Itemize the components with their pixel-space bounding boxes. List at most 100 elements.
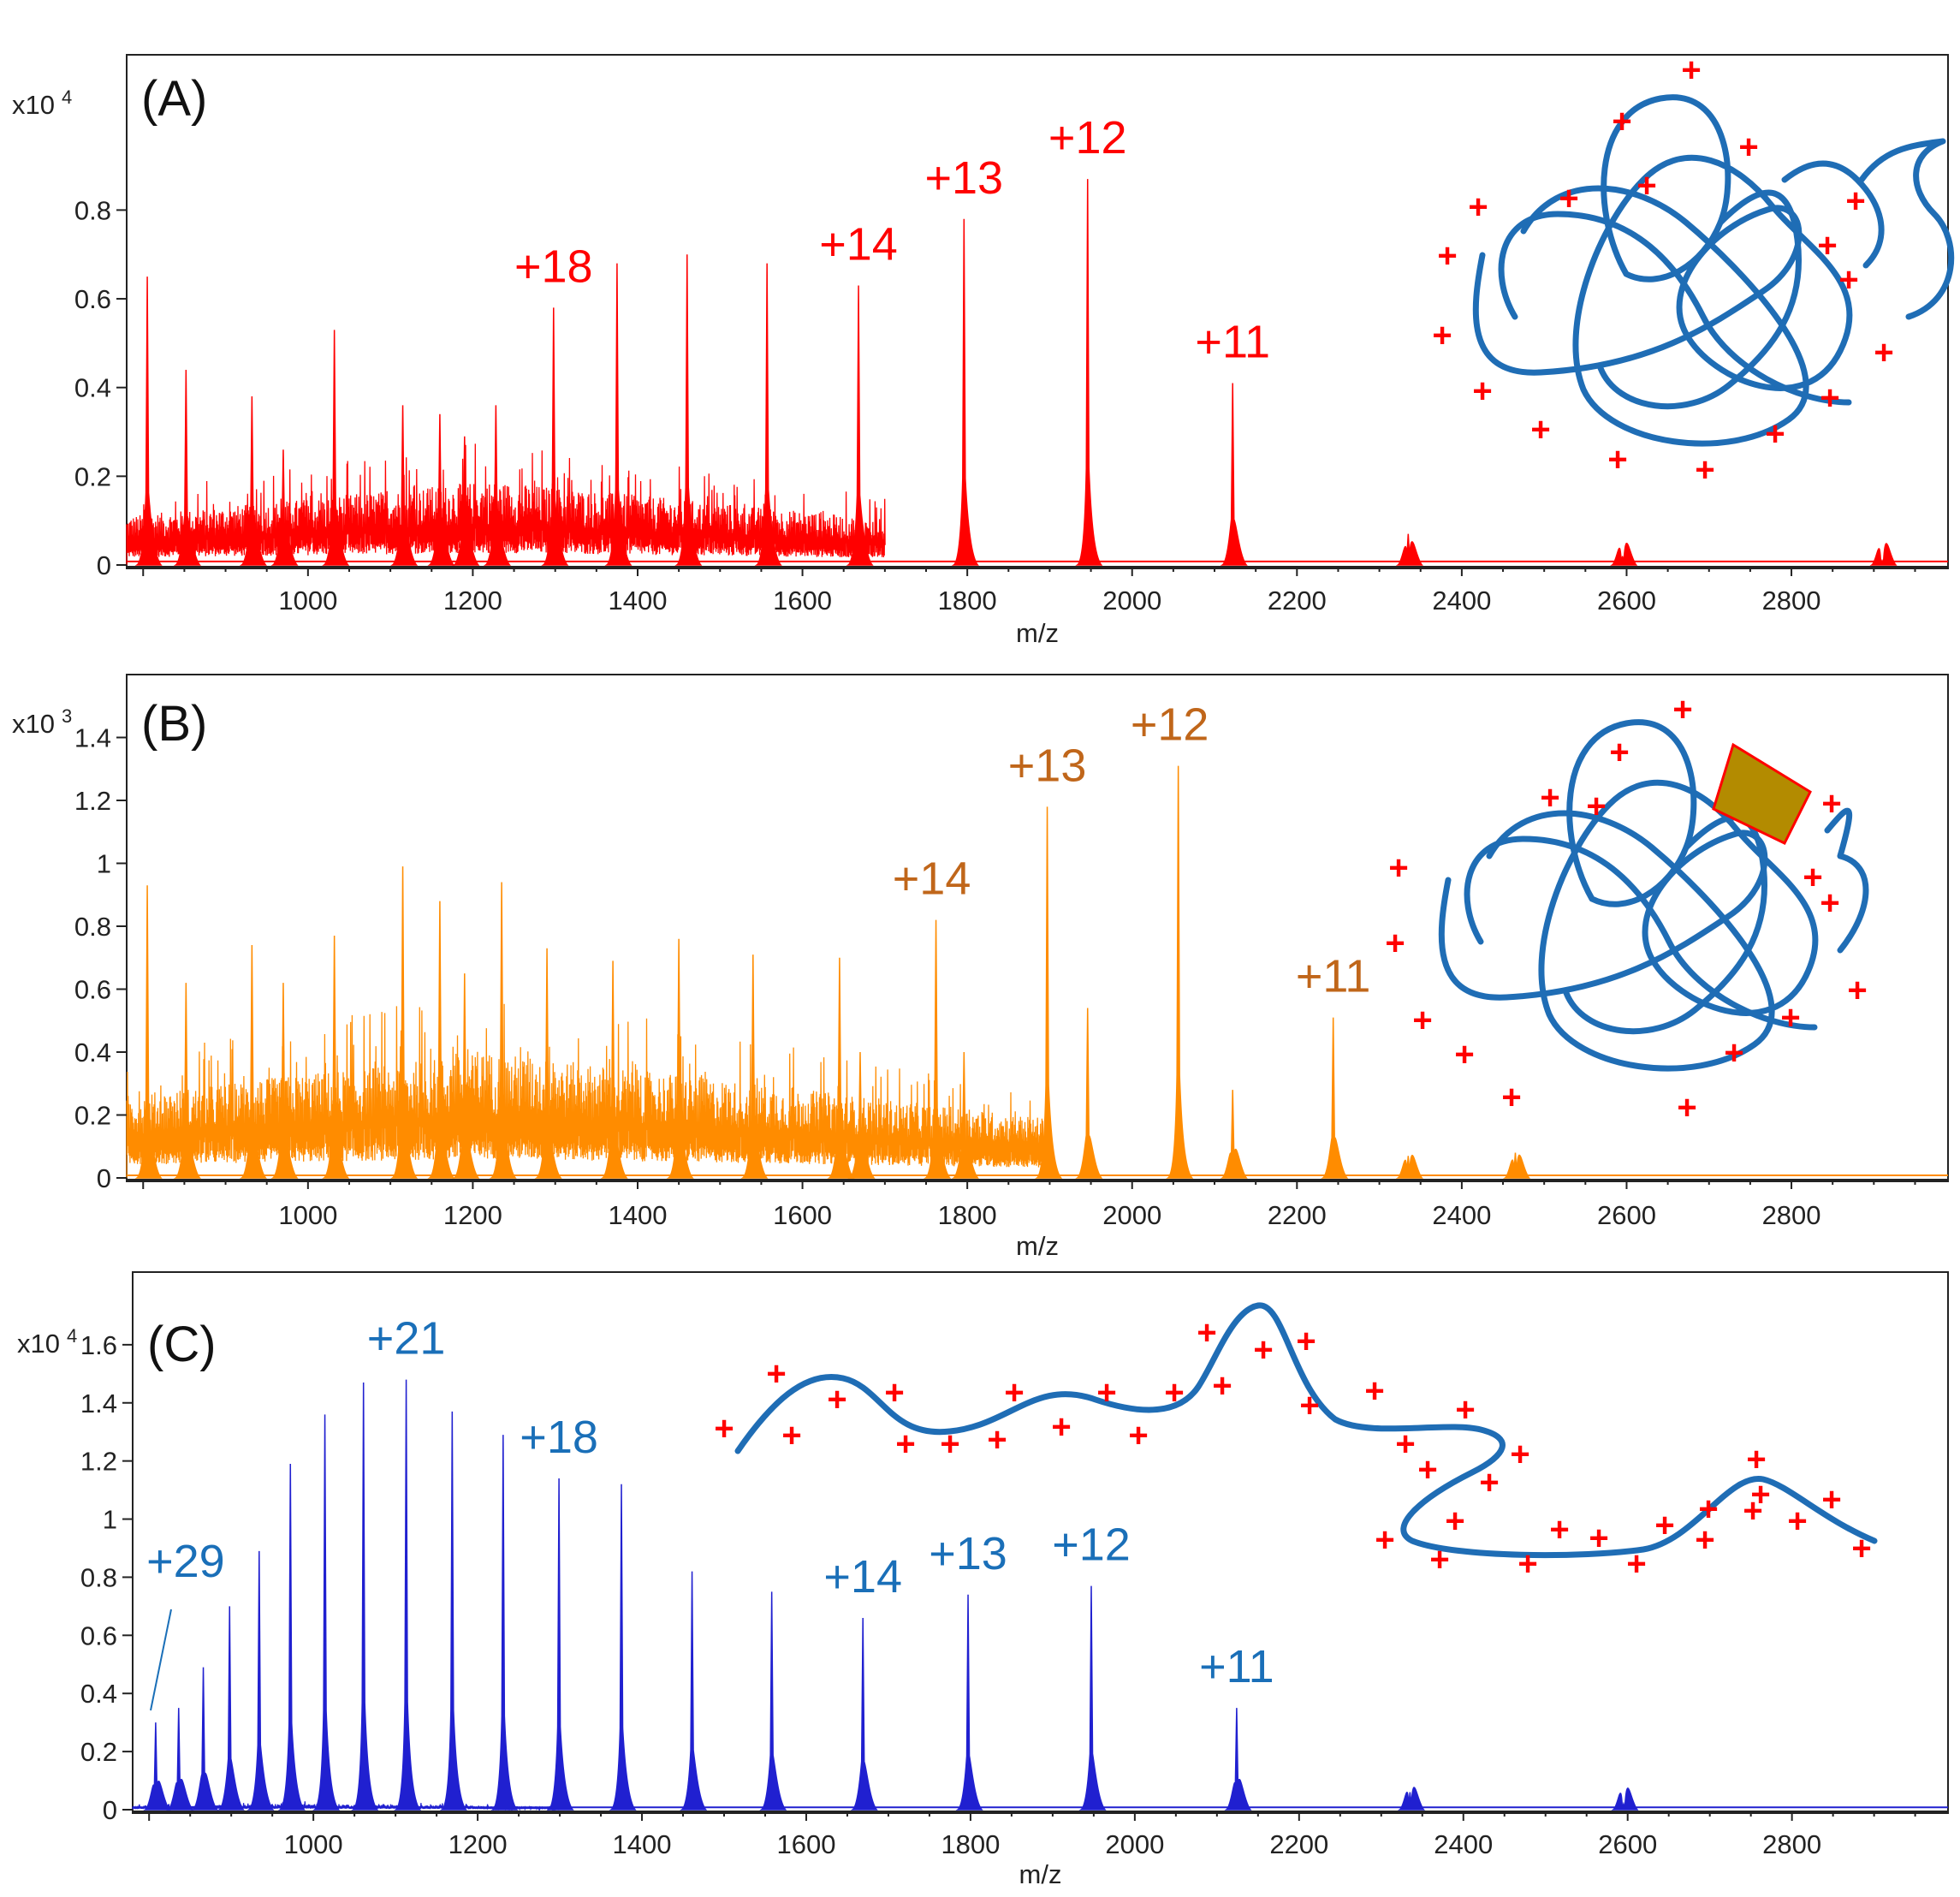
positive-charge-icon: + [1417,1451,1437,1489]
x-tick-label: 1200 [443,1200,502,1230]
peak [951,1051,979,1179]
panel-label-c: (C) [147,1317,217,1372]
peak [924,919,952,1179]
positive-charge-icon: + [1724,1034,1743,1072]
positive-charge-icon: + [1437,237,1457,275]
peak [1395,1155,1423,1179]
x-tick-label: 2800 [1762,1829,1821,1859]
x-tick-label: 2000 [1102,1200,1161,1230]
positive-charge-icon: + [1743,1492,1762,1530]
positive-charge-icon: + [1677,1089,1696,1127]
panel-b: 1000 1200 1400 1600 1800 2000 2200 2400 2600 2800… [12,674,1949,1261]
x-tick-label: 1600 [773,586,832,615]
x-tick-label: 1600 [773,1200,832,1230]
peak [427,413,455,566]
x-tick-label: 1800 [938,1200,997,1230]
positive-charge-icon: + [1128,1417,1148,1454]
positive-charge-icon: + [766,1355,786,1393]
peak [143,1722,171,1811]
positive-charge-icon: + [1626,1545,1646,1583]
peak [1035,806,1063,1179]
y-tick-label: 0.4 [74,1038,111,1067]
positive-charge-icon: + [1559,180,1578,217]
peak [217,1606,245,1811]
x-tick-label: 1400 [609,1200,668,1230]
peak [351,1382,379,1811]
x-axis-title: m/z [1019,1859,1062,1889]
panel-c: 1000 1200 1400 1600 1800 2000 2200 2400 2600 2800… [17,1271,1949,1889]
peak [1075,179,1103,566]
y-tick-label: 1.6 [80,1330,117,1360]
x-tick-label: 2200 [1268,586,1327,615]
peak [483,405,511,566]
x-tick-label: 2000 [1102,586,1161,615]
peak [546,1478,574,1811]
protein-chain-c [734,1302,1878,1559]
positive-charge-icon: + [781,1417,801,1454]
charge-state-label: +14 [893,853,971,905]
positive-charge-icon: + [987,1421,1007,1459]
peak [1397,1787,1425,1811]
positive-charge-icon: + [1821,785,1841,823]
positive-charge-icon: + [1510,1436,1529,1473]
positive-charge-icon: + [1589,1519,1608,1557]
positive-charge-icon: + [1388,849,1408,887]
charge-state-label: +11 [1195,317,1270,368]
peak [1503,1152,1531,1179]
positive-charge-icon: + [1412,1002,1432,1039]
peak [439,1411,467,1811]
positive-charge-icon: + [1847,972,1867,1009]
positive-charge-icon: + [1672,691,1692,728]
y-tick-label: 0.6 [74,284,111,314]
y-tick-label: 0.2 [80,1737,117,1767]
charge-state-label: +18 [514,241,593,292]
peak [394,1379,422,1811]
noise-trace [126,1003,1051,1178]
positive-charge-icon: + [1364,1372,1384,1410]
peak [1166,765,1194,1179]
positive-charge-icon: + [1472,372,1492,410]
peak [1078,1585,1107,1811]
peak [1321,1017,1349,1179]
peak [390,866,419,1179]
peak [312,1414,341,1811]
x-tick-label: 1400 [613,1829,672,1859]
positive-charge-icon: + [1586,788,1606,825]
protein-chain-b [1438,719,1869,1072]
x-tick-label: 2200 [1268,1200,1327,1230]
peak [390,405,419,566]
charge-labels-c: +29 +21 +18 +14 +13 +12 +11 [146,1313,1274,1693]
peak [604,263,633,566]
y-exponent-base-b: x10 [12,709,55,739]
positive-charge-icon: + [1851,1530,1871,1567]
positive-charge-icon: + [1695,451,1714,489]
peak [680,1571,708,1811]
peak [740,954,769,1179]
peak [534,948,562,1179]
peak [609,1484,637,1811]
peak [427,901,455,1179]
charge-state-label: +11 [1296,951,1371,1002]
y-exponent-power-b: 3 [62,705,72,727]
peak [1220,383,1248,566]
positive-charge-icon: + [940,1425,959,1463]
peak [1220,1090,1248,1179]
y-tick-label: 0.8 [74,912,111,942]
y-exponent-power-c: 4 [67,1325,77,1347]
x-tick-label: 2400 [1434,1829,1493,1859]
positive-charge-icon: + [1765,415,1785,453]
spectrum-b [126,765,1948,1179]
peak [270,449,299,566]
positive-charge-icon: + [1803,859,1822,896]
positive-charge-icon: + [1197,1314,1216,1352]
x-axis-title: m/z [1016,1231,1059,1261]
protein-folded-illustration-a: ++++ ++ +++++ ++ ++ ++ + [1432,51,1955,489]
ligand-shape [1712,742,1812,845]
panel-a: 1000 1200 1400 1600 1800 2000 2200 2400 2600 2800… [12,51,1955,648]
positive-charge-icon: + [1429,1541,1449,1579]
y-tick-label: 1.4 [74,723,111,753]
peak [754,263,782,566]
peak [489,882,517,1179]
peak [239,945,267,1179]
